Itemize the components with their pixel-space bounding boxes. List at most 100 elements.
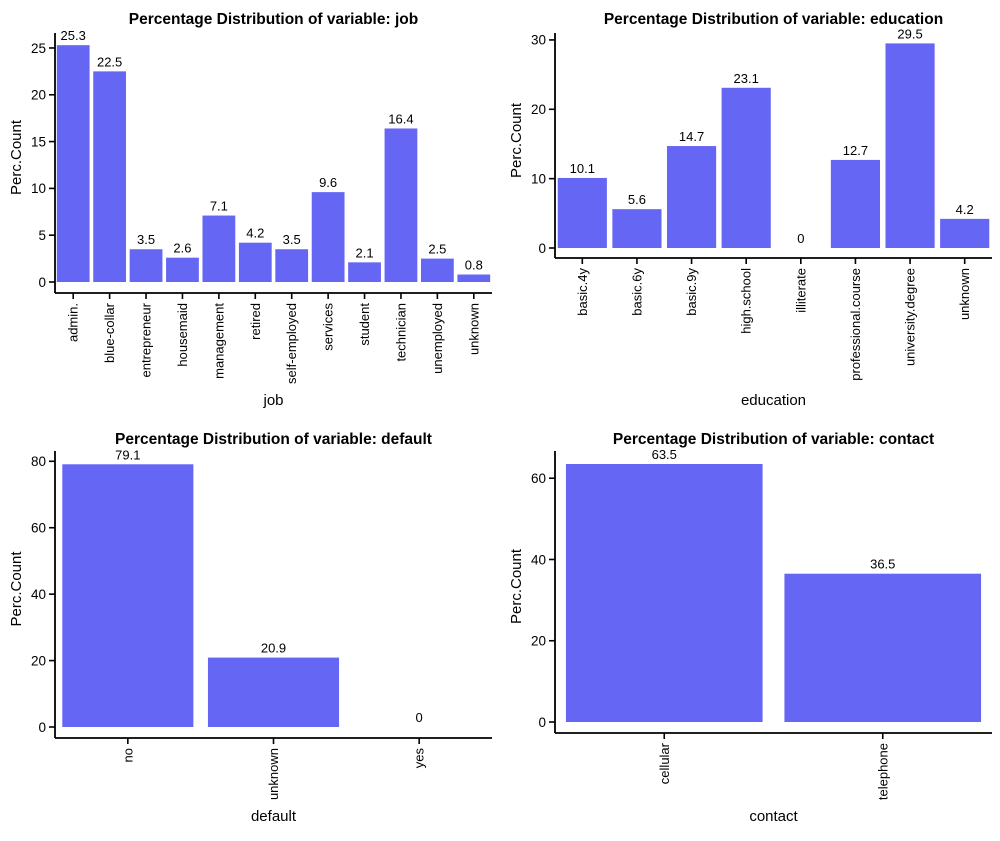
bar-value-label: 7.1 <box>210 199 228 214</box>
bar-value-label: 2.5 <box>428 242 446 257</box>
y-tick-label: 15 <box>31 134 46 149</box>
y-tick-label: 20 <box>531 634 546 649</box>
bar-value-label: 0 <box>797 231 804 246</box>
bar-value-label: 5.6 <box>628 192 646 207</box>
y-tick-label: 10 <box>31 181 46 196</box>
x-tick-label: basic.4y <box>575 268 590 316</box>
x-tick-label: basic.6y <box>629 268 644 316</box>
bar-value-label: 9.6 <box>319 175 337 190</box>
bar <box>202 215 236 282</box>
bar <box>940 218 990 248</box>
bar-value-label: 14.7 <box>679 129 704 144</box>
x-tick-label: high.school <box>739 268 754 334</box>
y-tick-label: 20 <box>31 653 46 668</box>
bar-value-label: 12.7 <box>843 143 868 158</box>
y-tick-label: 10 <box>531 171 546 186</box>
x-tick-label: entrepreneur <box>139 302 154 377</box>
chart-svg: Percentage Distribution of variable: def… <box>8 431 492 825</box>
chart-title: Percentage Distribution of variable: job <box>129 11 418 28</box>
chart-title: Percentage Distribution of variable: edu… <box>604 11 943 28</box>
bar-value-label: 63.5 <box>652 447 677 462</box>
x-tick-label: unknown <box>957 268 972 320</box>
x-tick-label: unknown <box>466 303 481 355</box>
bar-value-label: 16.4 <box>388 111 413 126</box>
y-tick-label: 0 <box>38 275 46 290</box>
y-tick-label: 60 <box>531 471 546 486</box>
bar <box>384 128 418 282</box>
y-tick-label: 40 <box>31 587 46 602</box>
x-tick-label: no <box>120 748 135 762</box>
bar <box>885 43 935 248</box>
x-tick-label: blue-collar <box>102 302 117 363</box>
bar-value-label: 25.3 <box>61 28 86 43</box>
y-tick-label: 0 <box>538 241 546 256</box>
y-tick-label: 25 <box>31 41 46 56</box>
bar <box>129 249 163 282</box>
bar-value-label: 3.5 <box>137 232 155 247</box>
bar <box>166 257 199 282</box>
x-tick-label: cellular <box>657 742 672 784</box>
x-tick-label: illiterate <box>793 268 808 313</box>
bar <box>56 45 90 282</box>
x-axis-title: default <box>251 808 297 825</box>
chart-svg: Percentage Distribution of variable: job… <box>8 11 492 409</box>
x-tick-label: yes <box>412 748 427 769</box>
x-tick-label: admin. <box>66 303 81 342</box>
bar <box>275 249 309 282</box>
bar <box>830 159 881 248</box>
y-tick-label: 20 <box>531 102 546 117</box>
y-tick-label: 80 <box>31 454 46 469</box>
bar-value-label: 23.1 <box>734 71 759 86</box>
bar <box>348 262 381 282</box>
y-tick-label: 0 <box>538 715 546 730</box>
bar <box>557 177 607 248</box>
x-axis-title: education <box>741 392 806 409</box>
y-tick-label: 40 <box>531 552 546 567</box>
x-tick-label: unknown <box>266 748 281 800</box>
bar-value-label: 2.1 <box>356 245 374 260</box>
bar <box>93 71 127 282</box>
bar-value-label: 3.5 <box>283 232 301 247</box>
x-tick-label: housemaid <box>175 303 190 367</box>
y-axis-title: Perc.Count <box>8 119 25 195</box>
bar-value-label: 29.5 <box>897 26 922 41</box>
x-tick-label: technician <box>393 303 408 362</box>
x-axis-title: contact <box>749 808 798 825</box>
bar-value-label: 79.1 <box>115 447 140 462</box>
bar <box>311 192 345 282</box>
bar <box>666 146 717 248</box>
y-tick-label: 20 <box>31 88 46 103</box>
x-tick-label: management <box>211 303 226 379</box>
bar <box>207 657 340 727</box>
bar-value-label: 0 <box>416 710 423 725</box>
bar <box>721 87 771 249</box>
bar-value-label: 20.9 <box>261 641 286 656</box>
x-tick-label: student <box>357 303 372 346</box>
x-tick-label: university.degree <box>903 268 918 366</box>
x-tick-label: unemployed <box>430 303 445 374</box>
y-tick-label: 60 <box>31 521 46 536</box>
bar <box>784 573 982 722</box>
chart-cell-contact: Percentage Distribution of variable: con… <box>500 420 1000 841</box>
y-tick-label: 0 <box>38 720 46 735</box>
x-tick-label: basic.9y <box>684 268 699 316</box>
chart-svg: Percentage Distribution of variable: edu… <box>508 11 992 409</box>
bar-value-label: 22.5 <box>97 54 122 69</box>
x-axis-title: job <box>262 392 283 409</box>
y-axis-title: Perc.Count <box>508 548 525 624</box>
bar-value-label: 4.2 <box>956 202 974 217</box>
y-axis-title: Perc.Count <box>508 102 525 178</box>
chart-svg: Percentage Distribution of variable: con… <box>508 431 992 825</box>
x-tick-label: services <box>321 303 336 351</box>
chart-cell-education: Percentage Distribution of variable: edu… <box>500 0 1000 420</box>
bar <box>62 464 194 727</box>
x-tick-label: telephone <box>875 743 890 800</box>
y-tick-label: 5 <box>38 228 46 243</box>
bar <box>420 258 454 282</box>
bar-value-label: 10.1 <box>570 161 595 176</box>
bar-value-label: 4.2 <box>246 226 264 241</box>
y-axis-title: Perc.Count <box>8 551 25 627</box>
bar <box>565 464 763 722</box>
chart-title: Percentage Distribution of variable: con… <box>613 431 934 448</box>
